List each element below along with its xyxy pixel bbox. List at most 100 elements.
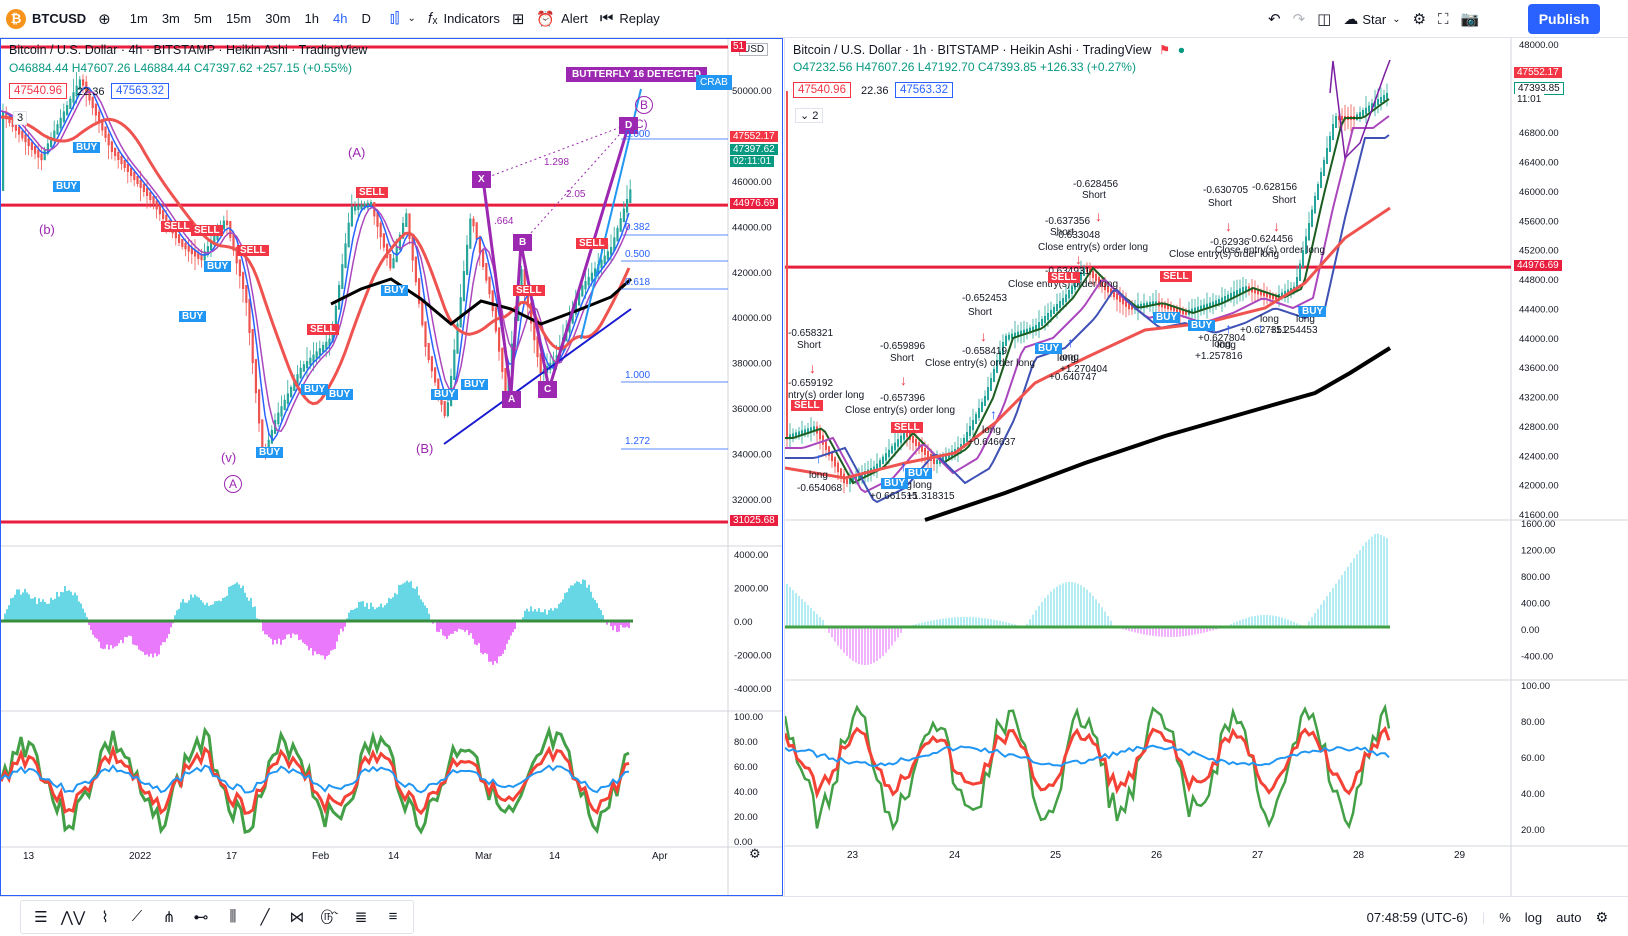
- long-position-icon[interactable]: ⫼: [229, 908, 237, 925]
- osc-axis-label: 1600.00: [1521, 519, 1555, 530]
- right-chart-pane[interactable]: 48000.0047600.0046800.0046400.0046000.00…: [784, 38, 1628, 896]
- trade-note-label: ntry(s) order long: [788, 390, 865, 401]
- elliott-wave-icon[interactable]: ⌇: [101, 908, 109, 926]
- right-collapse-count[interactable]: ⌄ 2: [795, 108, 824, 123]
- candle-body: [933, 457, 935, 464]
- candle-body: [822, 435, 824, 445]
- left-bid-price[interactable]: 47540.96: [9, 83, 67, 99]
- pitchfork-icon[interactable]: ⋔: [162, 908, 176, 926]
- auto-toggle[interactable]: auto: [1556, 909, 1582, 925]
- layout-button[interactable]: ◫: [1311, 0, 1337, 38]
- right-bid-price[interactable]: 47540.96: [793, 82, 851, 98]
- left-chart-pane[interactable]: 50000.0048000.0046000.0044000.0042000.00…: [0, 38, 783, 896]
- candle-body: [1338, 116, 1340, 120]
- timeframe-4h[interactable]: 4h: [333, 11, 348, 26]
- fib-extension-icon[interactable]: ≡: [388, 908, 398, 925]
- clock-time[interactable]: 07:48:59 (UTC-6): [1366, 909, 1468, 925]
- buy-signal-tag: BUY: [1299, 306, 1327, 317]
- timeframe-1m[interactable]: 1m: [129, 11, 148, 26]
- undo-button[interactable]: ↶: [1262, 0, 1287, 38]
- candle-body: [110, 141, 113, 152]
- compare-button[interactable]: ⊕: [92, 0, 117, 38]
- rsi-blue-line: [1, 764, 630, 794]
- snapshot-button[interactable]: 📷: [1455, 0, 1486, 38]
- price-axis-label: 36000.00: [732, 404, 772, 415]
- candle-body: [1371, 103, 1373, 110]
- trendline-icon[interactable]: ╱: [260, 908, 270, 926]
- right-ask-price[interactable]: 47563.32: [895, 82, 953, 98]
- settings-button[interactable]: ⚙: [1407, 0, 1432, 38]
- buy-signal-tag: BUY: [256, 447, 284, 458]
- rsi-axis-label: 20.00: [734, 812, 758, 823]
- redo-button[interactable]: ↷: [1287, 0, 1312, 38]
- candle-body: [213, 235, 216, 245]
- xabcd-pattern-icon[interactable]: ⋈: [289, 908, 305, 926]
- candle-body: [37, 149, 40, 158]
- log-toggle[interactable]: log: [1524, 909, 1543, 925]
- chart-settings-icon[interactable]: ⚙: [749, 846, 761, 861]
- settings-gear-icon[interactable]: ⚙: [1595, 908, 1608, 925]
- undo-icon: ↶: [1268, 11, 1281, 28]
- candle-body: [1152, 301, 1154, 306]
- alert-button[interactable]: ⏰ Alert: [530, 0, 593, 38]
- sell-signal-tag: SELL: [891, 422, 923, 433]
- symbol-search[interactable]: ₿ BTCUSD: [0, 0, 92, 38]
- timeframe-3m[interactable]: 3m: [161, 11, 180, 26]
- candle-body: [501, 347, 504, 372]
- long-arrow-icon: ↑: [1257, 320, 1264, 336]
- fullscreen-button[interactable]: ⛶: [1432, 0, 1455, 38]
- candle-body: [897, 439, 899, 447]
- candle-body: [1059, 301, 1061, 308]
- candle-body: [1377, 99, 1379, 105]
- candle-body: [222, 220, 225, 230]
- candle-body: [98, 111, 101, 123]
- replay-button[interactable]: ⏮ Replay: [594, 0, 666, 38]
- wave-label: (B): [416, 441, 434, 456]
- right-chart-legend: Bitcoin / U.S. Dollar · 1h · BITSTAMP · …: [793, 42, 1185, 57]
- left-collapse-count[interactable]: 3: [13, 111, 28, 125]
- timeframe-15m[interactable]: 15m: [225, 11, 252, 26]
- trend-pattern-icon[interactable]: ⋀⋁: [60, 908, 86, 926]
- price-axis-label: 45600.00: [1519, 216, 1559, 227]
- candle-body: [1098, 277, 1100, 284]
- alarm-clock-icon: ⏰: [536, 10, 556, 28]
- candle-body: [104, 126, 107, 138]
- price-axis-label: 40000.00: [732, 313, 772, 324]
- menu-icon[interactable]: ☰: [34, 908, 48, 926]
- timeframe-D[interactable]: D: [361, 11, 371, 26]
- price-axis-label: 46400.00: [1519, 158, 1559, 169]
- candle-body: [136, 176, 139, 184]
- candle-body: [523, 269, 526, 290]
- candle-body: [828, 446, 830, 456]
- publish-button[interactable]: Publish: [1528, 4, 1600, 34]
- percent-toggle[interactable]: %: [1499, 909, 1511, 925]
- fib-spiral-icon[interactable]: ௹: [319, 907, 339, 924]
- ray-icon[interactable]: ⟋: [131, 908, 143, 925]
- chart-type-button[interactable]: ⫾⫿ ⌄: [384, 0, 422, 38]
- candle-body: [88, 89, 91, 101]
- timeframe-1h[interactable]: 1h: [304, 11, 319, 26]
- star-button[interactable]: ☁ Star ⌄: [1337, 0, 1406, 38]
- left-chart-canvas[interactable]: 50000.0048000.0046000.0044000.0042000.00…: [1, 39, 783, 896]
- price-axis-label: 44400.00: [1519, 304, 1559, 315]
- short-arrow-icon: ↓: [1095, 208, 1102, 224]
- candle-body: [133, 172, 136, 180]
- templates-button[interactable]: ⊞: [506, 0, 531, 38]
- candle-body: [578, 292, 581, 306]
- short-arrow-icon: ↓: [809, 360, 816, 376]
- candle-body: [1257, 289, 1259, 295]
- candle-body: [1110, 288, 1112, 295]
- timeframe-30m[interactable]: 30m: [265, 11, 291, 26]
- candle-body: [354, 206, 357, 211]
- indicators-button[interactable]: 𝑓ₓ Indicators: [422, 0, 506, 38]
- candle-body: [66, 105, 69, 116]
- buy-signal-tag: BUY: [179, 311, 207, 322]
- right-chart-canvas[interactable]: 48000.0047600.0046800.0046400.0046000.00…: [785, 38, 1628, 896]
- timeframe-5m[interactable]: 5m: [193, 11, 212, 26]
- candle-body: [1164, 303, 1166, 309]
- candle-body: [1068, 290, 1070, 299]
- left-ask-price[interactable]: 47563.32: [111, 83, 169, 99]
- fib-retracement-icon[interactable]: ≣: [354, 908, 368, 926]
- horizontal-line-icon[interactable]: ⊷: [193, 908, 209, 926]
- candle-body: [590, 272, 593, 281]
